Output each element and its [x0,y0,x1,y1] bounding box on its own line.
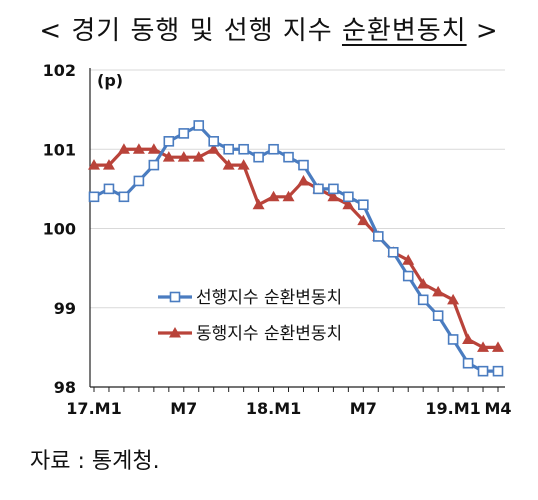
data-point [192,151,205,162]
x-tick-label-3: M7 [350,399,377,418]
data-point [357,214,370,226]
y-tick-label-101: 101 [43,140,76,159]
data-point [297,174,310,186]
data-point [177,151,190,162]
axes [89,68,505,388]
x-tick-label-0: 17.M1 [66,399,121,418]
data-point [282,190,295,202]
y-tick-label-102: 102 [43,61,76,80]
data-point [327,190,340,202]
data-point [193,120,205,131]
data-point [298,159,309,171]
x-tick-label-1: M7 [170,399,197,418]
data-point [207,143,220,154]
data-point [88,191,100,203]
data-point [477,341,490,352]
title-prefix: < 경기 동행 및 선행 지수 [39,16,342,46]
data-point [237,159,250,170]
data-point [117,143,130,154]
series-line [93,123,498,373]
title-suffix: > [466,16,499,46]
data-point [163,136,175,147]
data-point [462,333,475,344]
x-tick-label-2: 18.M1 [246,399,301,418]
data-point [402,254,415,265]
data-point [133,175,145,187]
y-tick-label-99: 99 [54,299,76,318]
data-point [132,143,145,154]
data-point [402,270,414,282]
y-axis-ticks: 98 99 100 101 102 [43,61,76,397]
y-tick-label-100: 100 [43,220,76,239]
data-point [162,151,175,162]
title-underlined: 순환변동치 [341,16,467,46]
legend-item-leading: 선행지수 순환변동치 [158,288,342,308]
data-point [252,198,265,210]
data-point [447,293,460,305]
data-point [238,143,249,155]
data-point [358,199,369,211]
data-point [178,128,190,139]
legend-label: 선행지수 순환변동치 [196,288,342,308]
data-point [102,159,115,170]
data-point [417,294,429,306]
data-point [372,231,384,242]
data-point [387,246,399,258]
series-leading [88,120,504,377]
data-point [342,198,355,210]
chart-title: < 경기 동행 및 선행 지수 순환변동치 > [0,10,538,47]
data-point [343,191,354,203]
data-point [222,159,235,170]
data-point [103,183,115,195]
data-point [432,310,444,321]
y-tick-label-98: 98 [54,378,76,397]
legend-marker [169,327,181,338]
legend-marker [169,291,181,303]
data-point [492,341,504,352]
data-point [477,365,489,377]
data-point [328,183,339,195]
data-point [223,143,234,155]
legend-label: 동행지수 순환변동치 [196,324,342,344]
data-point [253,151,264,163]
data-point [208,136,220,147]
x-axis-ticks: 17.M1 M7 18.M1 M7 19.M1 M4 [66,387,512,418]
data-point [417,277,430,289]
data-point [267,190,280,202]
x-tick-label-4: 19.M1 [425,399,480,418]
data-point [313,183,324,195]
data-point [462,357,474,369]
data-point [432,285,445,297]
data-point [148,159,160,171]
grid-lines [90,69,505,309]
data-point [268,143,279,155]
data-point [147,143,160,154]
data-point [492,365,504,377]
data-point [118,191,130,203]
series-group [88,120,504,377]
x-tick-label-5: M4 [484,399,511,418]
legend-item-coincident: 동행지수 순환변동치 [158,324,342,344]
unit-label: (p) [97,71,123,90]
data-point [283,151,294,163]
source-note: 자료 : 통계청. [30,449,160,474]
data-point [88,159,100,170]
data-point [447,334,459,345]
